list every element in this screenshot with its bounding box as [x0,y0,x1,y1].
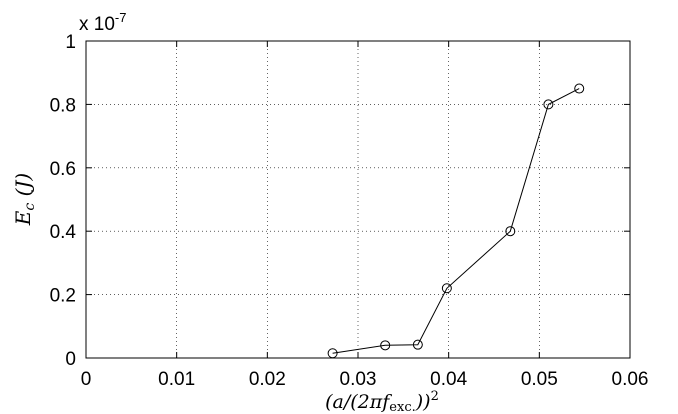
data-point [412,339,423,350]
y-axis-label: Ec (J) [11,173,38,226]
x-tick-label: 0.04 [430,369,467,390]
y-tick-label: 0.6 [50,159,76,180]
data-point [327,348,338,359]
series-line [332,88,580,354]
data-point [574,83,585,94]
x-tick-label: 0.05 [521,369,558,390]
y-tick-labels: 0 0.2 0.4 0.6 0.8 1 [50,32,77,370]
x-axis-label-close: )) [415,391,431,413]
x-tick-label: 0.02 [249,369,286,390]
x-axis-label: (a/(2πfexc.))2 [325,389,439,414]
grid [86,41,630,358]
y-axis-label-subscript: c [22,203,38,211]
x-tick-labels: 0 0.01 0.02 0.03 0.04 0.05 0.06 [81,369,649,390]
x-tick-label: 0.06 [612,369,649,390]
y-axis-label-var: E [11,210,35,226]
ticks [85,40,631,359]
y-tick-label: 0.8 [50,95,76,116]
plot-frame [85,40,631,359]
y-axis-multiplier: x 10-7 [79,10,126,35]
x-axis-label-exponent: 2 [431,389,439,404]
multiplier-exponent: -7 [115,10,127,25]
y-tick-label: 0 [65,349,76,370]
x-tick-label: 0 [81,369,92,390]
x-tick-label: 0.03 [340,369,377,390]
data-point [380,340,391,351]
multiplier-base: x 10 [79,14,115,35]
data-point [505,226,516,237]
x-axis-label-main: (a/(2πf [325,391,392,413]
x-tick-label: 0.01 [158,369,195,390]
x-axis-label-subscript: exc. [389,400,415,414]
y-axis-label-unit: (J) [11,173,35,203]
series-markers [327,83,585,359]
y-tick-label: 1 [65,32,76,53]
data-point [441,283,452,294]
y-tick-label: 0.2 [50,286,76,307]
data-point [543,99,554,110]
y-tick-label: 0.4 [50,222,77,243]
